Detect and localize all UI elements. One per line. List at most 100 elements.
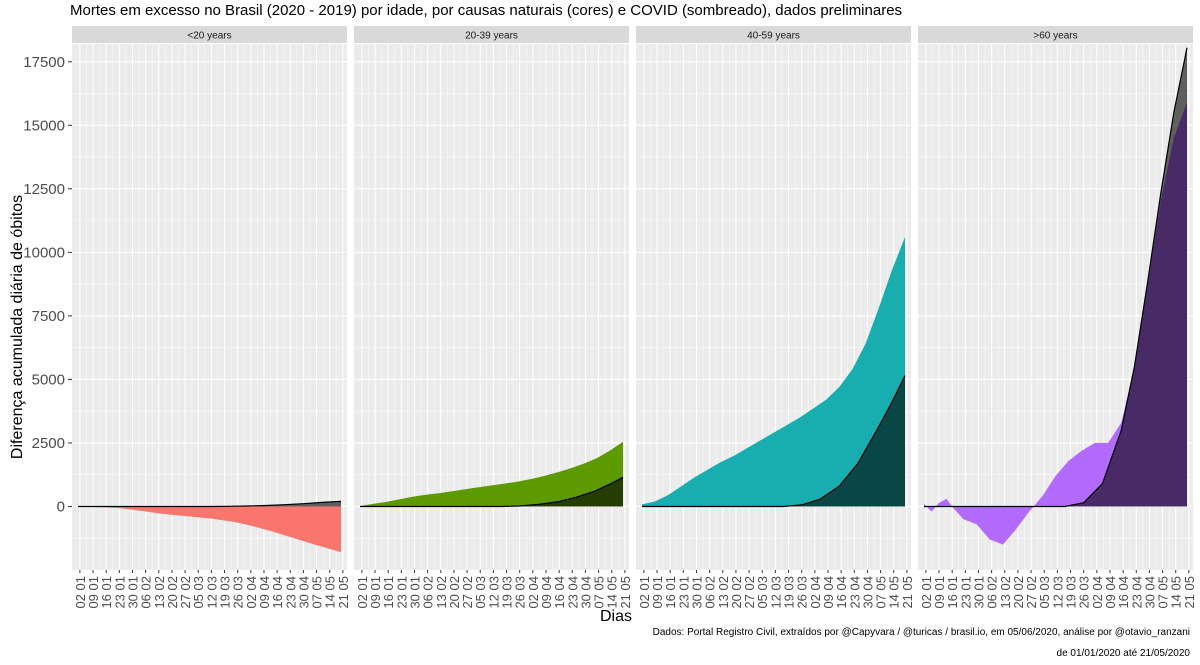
x-tick-label: 09 01: [932, 576, 947, 609]
x-tick-label: 27 02: [460, 576, 475, 609]
x-tick-label: 09 04: [539, 576, 554, 609]
x-axis-label: Dias: [600, 608, 633, 625]
x-tick-label: 16 01: [99, 576, 114, 609]
x-tick-label: 23 04: [847, 576, 862, 609]
x-tick-label: 21 05: [900, 576, 915, 609]
y-tick-label: 7500: [32, 308, 65, 325]
x-tick-label: 30 01: [689, 576, 704, 609]
facet-strip-label: <20 years: [187, 31, 231, 42]
x-tick-label: 09 01: [86, 576, 101, 609]
x-tick-label: 20 02: [1011, 576, 1026, 609]
x-tick-label: 07 05: [592, 576, 607, 609]
x-tick-label: 09 01: [368, 576, 383, 609]
y-tick-label: 10000: [23, 244, 65, 261]
covid-deaths-line: [642, 375, 906, 508]
x-tick-label: 07 05: [1156, 576, 1171, 609]
covid-deaths-line: [360, 476, 624, 508]
x-tick-label: 12 03: [1050, 576, 1065, 609]
caption-date-range: de 01/01/2020 até 21/05/2020: [1056, 648, 1190, 659]
x-tick-label: 02 01: [73, 576, 88, 609]
x-tick-label: 23 04: [1129, 576, 1144, 609]
x-tick-label: 02 01: [919, 576, 934, 609]
x-tick-label: 02 04: [808, 576, 823, 609]
facet-strip: [918, 26, 1193, 43]
x-tick-label: 30 04: [296, 576, 311, 609]
x-tick-label: 07 05: [310, 576, 325, 609]
x-tick-label: 26 03: [513, 576, 528, 609]
x-tick-label: 06 02: [703, 576, 718, 609]
x-tick-label: 23 01: [112, 576, 127, 609]
facet-strip: [72, 26, 347, 43]
x-tick-label: 14 05: [323, 576, 338, 609]
x-tick-label: 09 04: [257, 576, 272, 609]
facet-strip-label: >60 years: [1033, 31, 1077, 42]
covid-deaths-line: [78, 500, 342, 508]
covid-deaths-area: [642, 375, 905, 507]
x-tick-label: 19 03: [218, 576, 233, 609]
x-tick-label: 30 04: [578, 576, 593, 609]
x-tick-label: 13 02: [998, 576, 1013, 609]
x-tick-label: 23 04: [565, 576, 580, 609]
x-tick-label: 20 02: [729, 576, 744, 609]
x-tick-label: 02 04: [244, 576, 259, 609]
panel-background: [72, 44, 347, 570]
covid-deaths-area: [360, 477, 623, 507]
x-tick-label: 21 05: [1182, 576, 1197, 609]
y-tick-label: 12500: [23, 181, 65, 198]
x-tick-label: 19 03: [782, 576, 797, 609]
y-tick-label: 17500: [23, 54, 65, 71]
x-tick-label: 12 03: [768, 576, 783, 609]
facet-strip-label: 20-39 years: [465, 31, 518, 42]
x-tick-label: 05 03: [191, 576, 206, 609]
x-tick-label: 13 02: [716, 576, 731, 609]
x-tick-label: 16 01: [945, 576, 960, 609]
x-tick-label: 21 05: [618, 576, 633, 609]
x-tick-label: 16 04: [552, 576, 567, 609]
x-tick-label: 23 01: [394, 576, 409, 609]
x-tick-label: 06 02: [139, 576, 154, 609]
facet-strip: [636, 26, 911, 43]
facet-strip: [354, 26, 629, 43]
x-tick-label: 14 05: [1169, 576, 1184, 609]
x-tick-label: 06 02: [985, 576, 1000, 609]
x-tick-label: 05 03: [755, 576, 770, 609]
y-tick-label: 15000: [23, 117, 65, 134]
caption-source: Dados: Portal Registro Civil, extraídos …: [652, 627, 1190, 638]
x-tick-label: 20 02: [165, 576, 180, 609]
x-tick-label: 12 03: [486, 576, 501, 609]
x-tick-label: 30 01: [971, 576, 986, 609]
x-tick-label: 19 03: [500, 576, 515, 609]
x-tick-label: 21 05: [336, 576, 351, 609]
x-tick-label: 13 02: [434, 576, 449, 609]
x-tick-label: 02 04: [1090, 576, 1105, 609]
x-tick-label: 05 03: [473, 576, 488, 609]
x-tick-label: 26 03: [231, 576, 246, 609]
x-tick-label: 23 04: [283, 576, 298, 609]
x-tick-label: 30 01: [125, 576, 140, 609]
y-tick-label: 5000: [32, 371, 65, 388]
x-tick-label: 07 05: [874, 576, 889, 609]
x-tick-label: 02 01: [637, 576, 652, 609]
x-tick-label: 12 03: [204, 576, 219, 609]
x-tick-label: 09 04: [1103, 576, 1118, 609]
x-tick-label: 09 04: [821, 576, 836, 609]
x-tick-label: 26 03: [1077, 576, 1092, 609]
x-tick-label: 23 01: [958, 576, 973, 609]
covid-deaths-line: [924, 47, 1188, 508]
x-tick-label: 27 02: [1024, 576, 1039, 609]
x-tick-label: 19 03: [1064, 576, 1079, 609]
x-tick-label: 02 04: [526, 576, 541, 609]
excess-deaths-area: [642, 237, 905, 507]
covid-deaths-area: [924, 47, 1187, 507]
x-tick-label: 26 03: [795, 576, 810, 609]
x-tick-label: 06 02: [421, 576, 436, 609]
x-tick-label: 16 04: [270, 576, 285, 609]
x-tick-label: 16 04: [1116, 576, 1131, 609]
x-tick-label: 09 01: [650, 576, 665, 609]
x-tick-label: 27 02: [178, 576, 193, 609]
facet-strip-label: 40-59 years: [747, 31, 800, 42]
